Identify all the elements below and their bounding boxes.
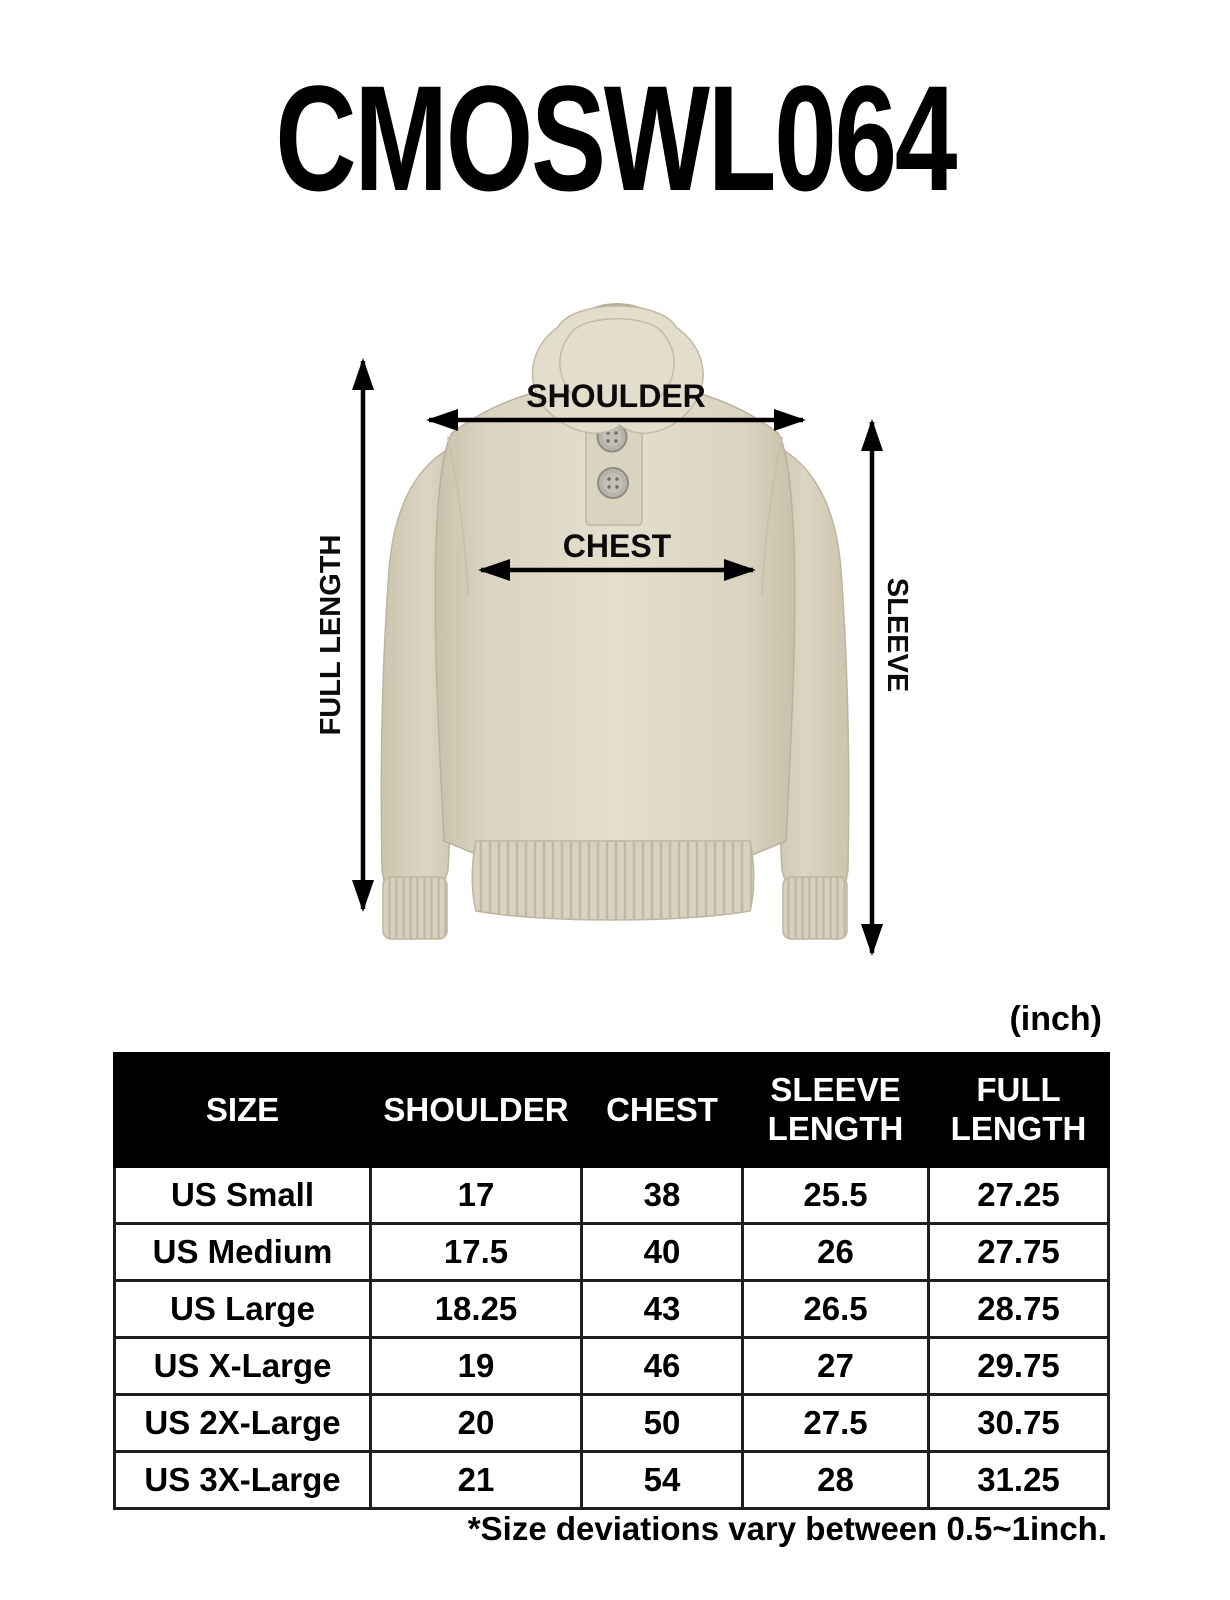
sleeve-length-cell: 27: [741, 1336, 930, 1396]
header-shoulder: SHOULDER: [369, 1052, 583, 1168]
shoulder-cell: 17.5: [369, 1222, 583, 1282]
sleeve-length-cell: 26: [741, 1222, 930, 1282]
sweater-armhole-seams: [447, 436, 783, 596]
sleeve-length-cell: 25.5: [741, 1165, 930, 1225]
header-full-length: FULL LENGTH: [927, 1052, 1110, 1168]
size-cell: US Medium: [113, 1222, 372, 1282]
product-code-title: CMOSWL064: [275, 54, 957, 222]
table-row: US Small 17 38 25.5 27.25: [113, 1165, 1110, 1225]
sleeve-measure-label: SLEEVE: [881, 578, 913, 692]
size-cell: US 3X-Large: [113, 1450, 372, 1510]
size-deviation-footnote: *Size deviations vary between 0.5~1inch.: [467, 1510, 1107, 1547]
full-length-cell: 28.75: [927, 1279, 1110, 1339]
table-row: US Large 18.25 43 26.5 28.75: [113, 1279, 1110, 1339]
table-row: US Medium 17.5 40 26 27.75: [113, 1222, 1110, 1282]
full-length-cell: 30.75: [927, 1393, 1110, 1453]
sleeve-length-cell: 27.5: [741, 1393, 930, 1453]
full-length-measure-label: FULL LENGTH: [315, 535, 347, 736]
table-row: US X-Large 19 46 27 29.75: [113, 1336, 1110, 1396]
table-row: US 2X-Large 20 50 27.5 30.75: [113, 1393, 1110, 1453]
header-size: SIZE: [113, 1052, 372, 1168]
header-sleeve-length: SLEEVE LENGTH: [741, 1052, 930, 1168]
full-length-cell: 27.75: [927, 1222, 1110, 1282]
page-title-row: CMOSWL064: [0, 54, 1230, 222]
shoulder-cell: 19: [369, 1336, 583, 1396]
chest-cell: 38: [580, 1165, 744, 1225]
shoulder-measure-label: SHOULDER: [526, 378, 706, 414]
sweater-right-cuff: [782, 876, 848, 940]
chest-cell: 40: [580, 1222, 744, 1282]
size-chart-body: US Small 17 38 25.5 27.25 US Medium 17.5…: [113, 1165, 1110, 1510]
full-length-cell: 31.25: [927, 1450, 1110, 1510]
sweater-hem-ribbing: [471, 840, 755, 921]
sweater-left-cuff: [382, 876, 448, 940]
size-chart-table: SIZE SHOULDER CHEST SLEEVE LENGTH FULL L…: [113, 1052, 1110, 1510]
full-length-cell: 27.25: [927, 1165, 1110, 1225]
table-row: US 3X-Large 21 54 28 31.25: [113, 1450, 1110, 1510]
header-chest: CHEST: [580, 1052, 744, 1168]
chest-measure-label: CHEST: [563, 528, 672, 564]
shoulder-cell: 17: [369, 1165, 583, 1225]
chest-cell: 54: [580, 1450, 744, 1510]
size-cell: US Large: [113, 1279, 372, 1339]
size-cell: US Small: [113, 1165, 372, 1225]
header-row: SIZE SHOULDER CHEST SLEEVE LENGTH FULL L…: [113, 1052, 1110, 1168]
sweater-collar-fold-lines: [559, 318, 675, 400]
sweater-illustration: H2H SHOULDER CHEST FULL LENGTH SLEEVE: [315, 303, 913, 956]
size-cell: US 2X-Large: [113, 1393, 372, 1453]
shoulder-cell: 18.25: [369, 1279, 583, 1339]
shoulder-cell: 20: [369, 1393, 583, 1453]
size-cell: US X-Large: [113, 1336, 372, 1396]
chest-cell: 46: [580, 1336, 744, 1396]
sleeve-length-cell: 26.5: [741, 1279, 930, 1339]
sweater-button-bottom: [597, 467, 629, 499]
chest-cell: 50: [580, 1393, 744, 1453]
size-chart-header: SIZE SHOULDER CHEST SLEEVE LENGTH FULL L…: [113, 1052, 1110, 1168]
shoulder-cell: 21: [369, 1450, 583, 1510]
sleeve-length-cell: 28: [741, 1450, 930, 1510]
sweater-measurement-diagram: H2H SHOULDER CHEST FULL LENGTH SLEEVE: [290, 285, 940, 985]
chest-cell: 43: [580, 1279, 744, 1339]
unit-note: (inch): [1009, 1000, 1102, 1038]
sweater-shawl-collar: [531, 305, 704, 434]
full-length-cell: 29.75: [927, 1336, 1110, 1396]
